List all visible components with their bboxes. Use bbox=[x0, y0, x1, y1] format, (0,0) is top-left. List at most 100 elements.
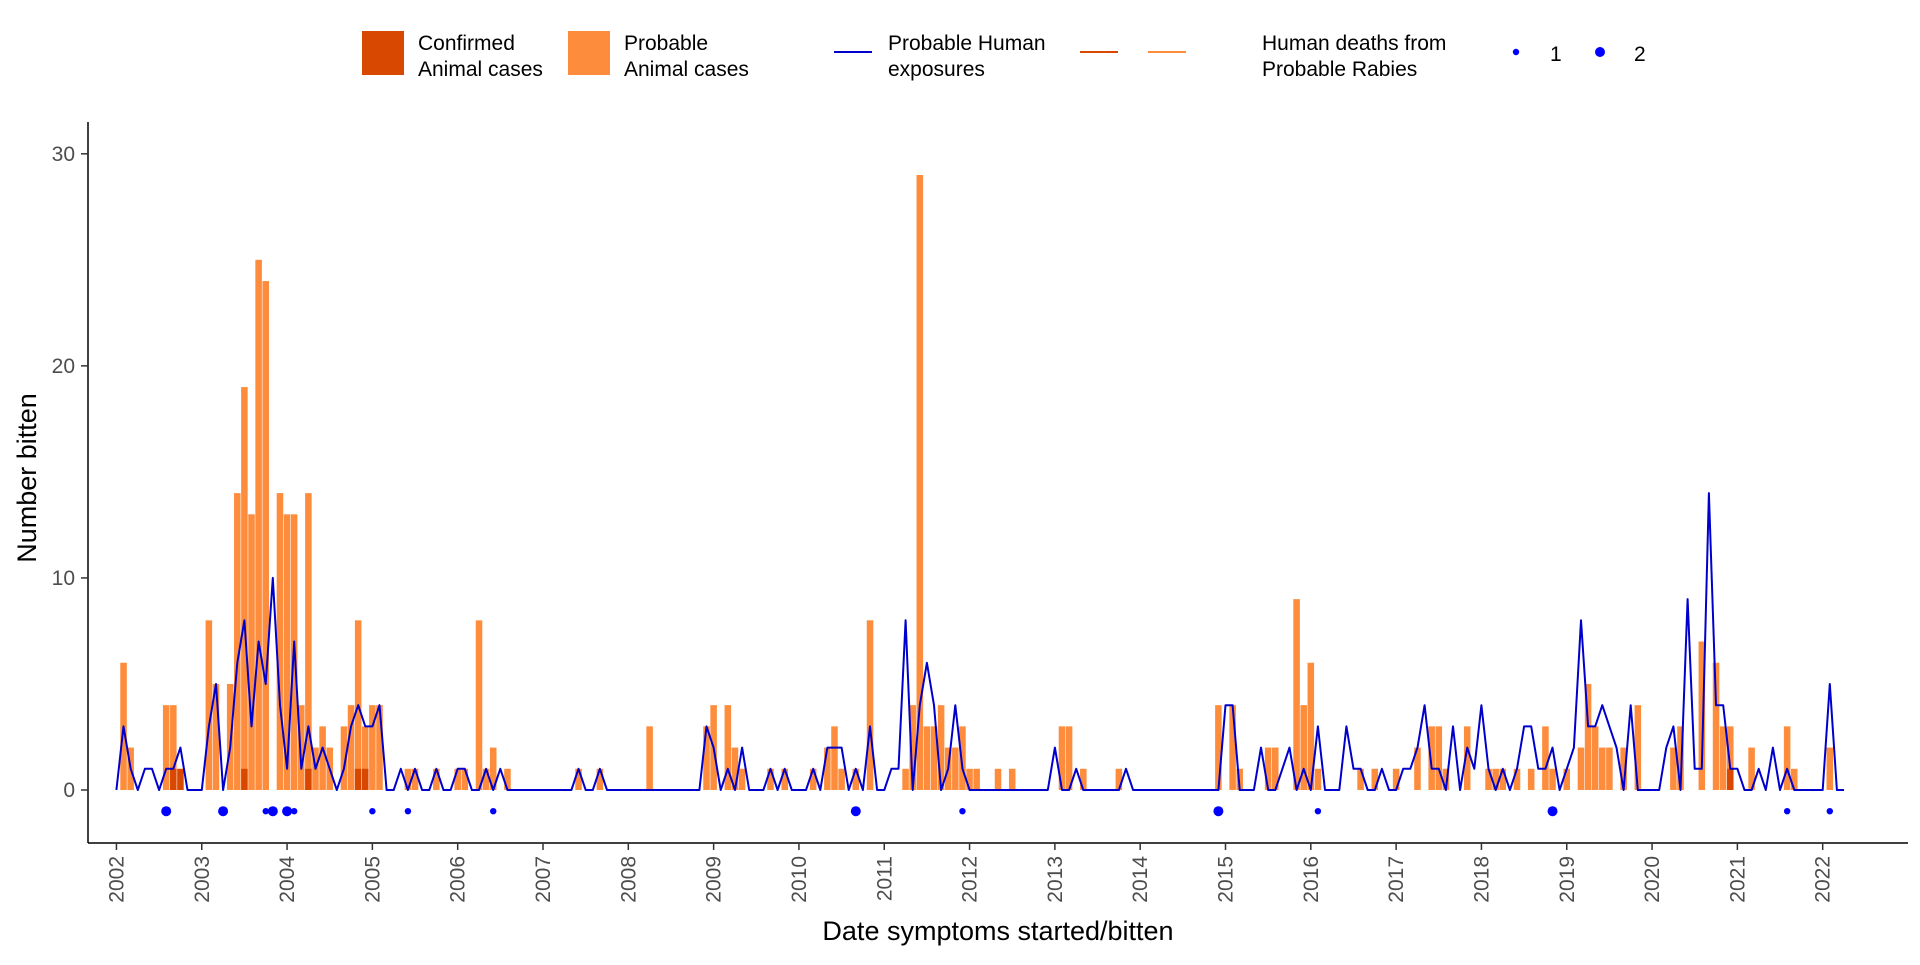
y-axis-title: Number bitten bbox=[12, 393, 42, 563]
bar-probable-animal-cases bbox=[1080, 768, 1087, 790]
bar-probable-animal-cases bbox=[1435, 726, 1443, 790]
bar-probable-animal-cases bbox=[731, 747, 739, 790]
x-tick-label: 2018 bbox=[1470, 856, 1493, 903]
bar-probable-animal-cases bbox=[1293, 599, 1300, 790]
death-point bbox=[1314, 807, 1322, 815]
bar-probable-animal-cases bbox=[1577, 747, 1585, 790]
series-line-probable-human-exposures bbox=[115, 492, 1844, 791]
bar-probable-animal-cases bbox=[1542, 726, 1549, 790]
bar-probable-animal-cases bbox=[248, 514, 255, 790]
bar-probable-animal-cases bbox=[1499, 768, 1507, 790]
point-layer bbox=[161, 806, 1833, 817]
bar-probable-animal-cases bbox=[283, 514, 291, 790]
bar-probable-animal-cases bbox=[1229, 705, 1236, 790]
bar-probable-animal-cases bbox=[276, 493, 284, 790]
x-tick-label: 2011 bbox=[873, 856, 896, 901]
bar-probable-animal-cases bbox=[1790, 768, 1798, 790]
bar-probable-animal-cases bbox=[170, 705, 177, 790]
bar-probable-animal-cases bbox=[909, 705, 916, 790]
bar-probable-animal-cases bbox=[959, 726, 966, 790]
bar-probable-animal-cases bbox=[575, 768, 582, 790]
death-point bbox=[282, 806, 293, 817]
bar-probable-animal-cases bbox=[1065, 726, 1073, 790]
bar-probable-animal-cases bbox=[305, 493, 312, 790]
x-tick-label: 2014 bbox=[1129, 856, 1152, 903]
bar-probable-animal-cases bbox=[738, 768, 746, 790]
bar-confirmed-animal-cases bbox=[354, 768, 362, 790]
bar-probable-animal-cases bbox=[1264, 747, 1272, 790]
bar-probable-animal-cases bbox=[241, 387, 248, 790]
x-tick-label: 2022 bbox=[1812, 856, 1835, 903]
legend-title: Probable Rabies bbox=[1262, 58, 1417, 81]
x-tick-label: 2007 bbox=[532, 856, 555, 903]
bar-probable-animal-cases bbox=[952, 747, 959, 790]
death-point bbox=[1213, 806, 1224, 817]
bar-probable-animal-cases bbox=[831, 726, 838, 790]
bar-probable-animal-cases bbox=[1414, 747, 1421, 790]
death-point bbox=[404, 807, 412, 815]
bar-probable-animal-cases bbox=[404, 768, 412, 790]
bar-probable-animal-cases bbox=[1442, 768, 1450, 790]
x-tick-label: 2021 bbox=[1726, 856, 1749, 903]
bar-probable-animal-cases bbox=[376, 705, 383, 790]
bar-probable-animal-cases bbox=[781, 768, 788, 790]
bar-probable-animal-cases bbox=[205, 620, 213, 790]
bar-probable-animal-cases bbox=[1783, 726, 1791, 790]
bar-probable-animal-cases bbox=[1463, 726, 1471, 790]
bar-probable-animal-cases bbox=[646, 726, 653, 790]
x-tick-label: 2019 bbox=[1556, 856, 1579, 903]
bar-probable-animal-cases bbox=[1826, 747, 1834, 790]
legend-label: Probable bbox=[624, 32, 708, 55]
bar-probable-animal-cases bbox=[411, 768, 419, 790]
x-tick-label: 2010 bbox=[788, 856, 811, 903]
x-tick-label: 2004 bbox=[276, 856, 299, 903]
death-point bbox=[369, 807, 376, 815]
axes: 0 10 20 30 2002 2003 2004 2005 2006 2007 2008 2009 2… bbox=[52, 122, 1908, 903]
bar-probable-animal-cases bbox=[482, 768, 490, 790]
bar-probable-animal-cases bbox=[1698, 641, 1706, 790]
bar-probable-animal-cases bbox=[1513, 768, 1521, 790]
bar-probable-animal-cases bbox=[1392, 768, 1400, 790]
legend-label: Animal cases bbox=[418, 58, 543, 81]
bar-probable-animal-cases bbox=[1549, 768, 1556, 790]
bar-confirmed-animal-cases bbox=[177, 768, 184, 790]
bar-confirmed-animal-cases bbox=[305, 768, 312, 790]
bar-probable-animal-cases bbox=[1726, 726, 1734, 790]
legend-key-point bbox=[1512, 48, 1520, 56]
x-tick-label: 2009 bbox=[703, 856, 726, 903]
bar-confirmed-animal-cases bbox=[170, 768, 177, 790]
x-tick-label: 2008 bbox=[617, 856, 640, 903]
bar-probable-animal-cases bbox=[319, 726, 326, 790]
bar-probable-animal-cases bbox=[1591, 726, 1599, 790]
bar-probable-animal-cases bbox=[454, 768, 461, 790]
bar-probable-animal-cases bbox=[212, 683, 220, 790]
y-tick-label: 0 bbox=[63, 779, 75, 802]
legend-label: exposures bbox=[888, 58, 985, 81]
bar-probable-animal-cases bbox=[369, 705, 376, 790]
x-tick-label: 2016 bbox=[1300, 856, 1323, 903]
bar-probable-animal-cases bbox=[489, 747, 497, 790]
bar-probable-animal-cases bbox=[298, 705, 305, 790]
death-point bbox=[218, 806, 229, 817]
bar-probable-animal-cases bbox=[596, 768, 604, 790]
death-point bbox=[267, 806, 278, 817]
bar-probable-animal-cases bbox=[1712, 662, 1720, 790]
bar-probable-animal-cases bbox=[162, 705, 170, 790]
bar-probable-animal-cases bbox=[1271, 747, 1279, 790]
bar-probable-animal-cases bbox=[824, 747, 831, 790]
bar-probable-animal-cases bbox=[361, 726, 369, 790]
bar-probable-animal-cases bbox=[433, 768, 440, 790]
legend-label: Probable Human bbox=[888, 32, 1046, 55]
bar-probable-animal-cases bbox=[1599, 747, 1606, 790]
bar-probable-animal-cases bbox=[461, 768, 469, 790]
legend-key-bar bbox=[568, 31, 610, 75]
x-tick-label: 2012 bbox=[959, 856, 982, 903]
bar-probable-animal-cases bbox=[1300, 705, 1307, 790]
bar-probable-animal-cases bbox=[1492, 768, 1499, 790]
bar-probable-animal-cases bbox=[347, 705, 355, 790]
bar-probable-animal-cases bbox=[937, 705, 945, 790]
bar-probable-animal-cases bbox=[916, 175, 924, 790]
bar-probable-animal-cases bbox=[966, 768, 973, 790]
bar-probable-animal-cases bbox=[1428, 726, 1435, 790]
